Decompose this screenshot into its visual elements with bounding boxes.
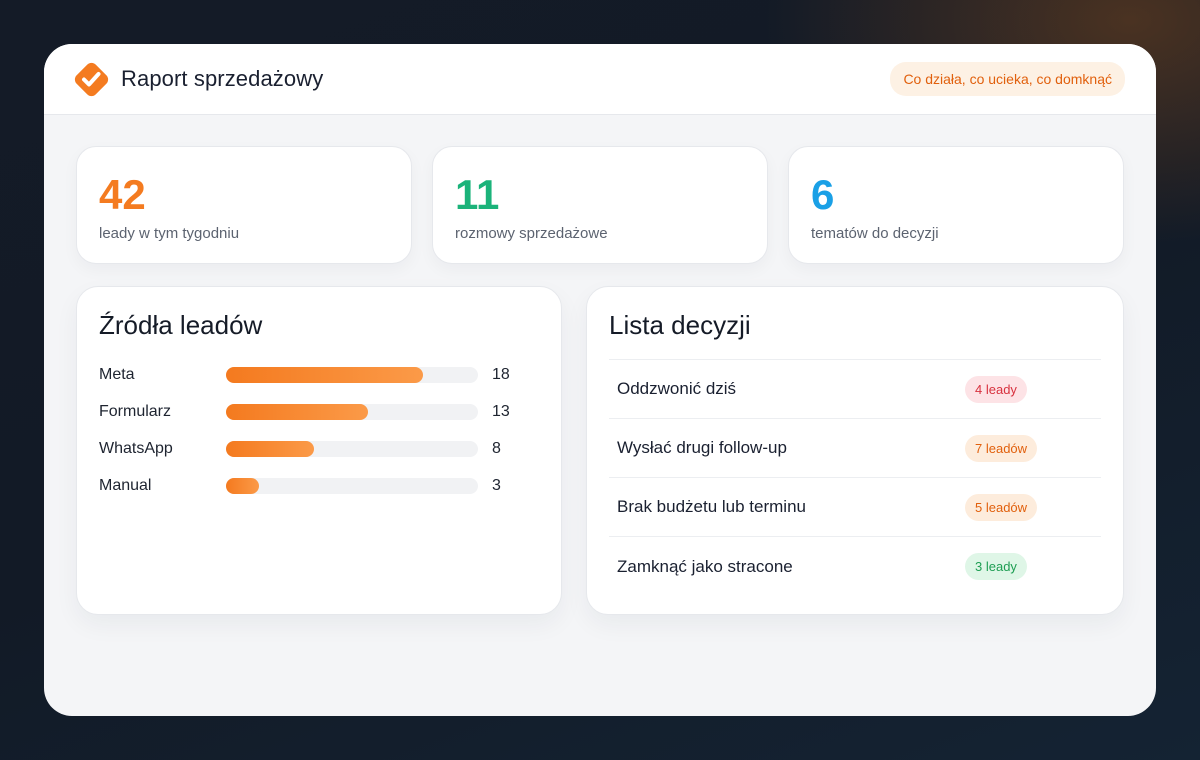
source-label: WhatsApp xyxy=(99,439,173,457)
report-window: Raport sprzedażowy Co działa, co ucieka,… xyxy=(44,44,1156,716)
decision-list: Oddzwonić dziś 4 leady Wysłać drugi foll… xyxy=(609,359,1101,596)
source-value: 3 xyxy=(492,476,501,494)
decision-row[interactable]: Brak budżetu lub terminu 5 leadów xyxy=(609,478,1101,537)
decision-list-card: Lista decyzji Oddzwonić dziś 4 leady Wys… xyxy=(586,286,1124,615)
source-value: 18 xyxy=(492,365,510,383)
source-bar-track xyxy=(226,477,478,494)
stats-row: 42 leady w tym tygodniu 11 rozmowy sprze… xyxy=(76,146,1124,264)
source-row: Formularz 13 xyxy=(99,393,539,430)
lead-sources-list: Meta 18 Formularz 13 WhatsApp 8 Manual 3 xyxy=(99,356,539,504)
stat-value: 11 xyxy=(455,171,500,218)
page-title: Raport sprzedażowy xyxy=(121,66,324,91)
source-bar-track xyxy=(226,366,478,383)
source-label: Meta xyxy=(99,365,135,383)
decision-list-title: Lista decyzji xyxy=(609,310,751,340)
source-bar-track xyxy=(226,440,478,457)
source-bar-fill xyxy=(226,440,314,457)
lead-count-badge: 3 leady xyxy=(965,553,1027,580)
decision-label: Oddzwonić dziś xyxy=(617,379,737,398)
source-label: Manual xyxy=(99,476,152,494)
lead-sources-title: Źródła leadów xyxy=(99,310,263,340)
source-bar-fill xyxy=(226,366,424,383)
source-bar-fill xyxy=(226,477,259,494)
source-row: Meta 18 xyxy=(99,356,539,393)
check-diamond-icon xyxy=(72,60,111,99)
decision-row[interactable]: Oddzwonić dziś 4 leady xyxy=(609,360,1101,419)
stat-label: leady w tym tygodniu xyxy=(99,225,240,242)
source-row: Manual 3 xyxy=(99,467,539,504)
stat-value: 6 xyxy=(811,171,835,218)
stat-card-leads: 42 leady w tym tygodniu xyxy=(76,146,412,264)
source-value: 13 xyxy=(492,402,510,420)
source-bar-track xyxy=(226,403,478,420)
lead-count-badge: 5 leadów xyxy=(965,493,1038,521)
decision-label: Brak budżetu lub terminu xyxy=(617,497,806,516)
lead-count-badge: 4 leady xyxy=(965,375,1027,403)
decision-label: Wysłać drugi follow-up xyxy=(617,438,787,457)
source-bar-fill xyxy=(226,403,369,420)
stat-label: rozmowy sprzedażowe xyxy=(455,225,608,242)
tagline-badge: Co działa, co ucieka, co domknąć xyxy=(890,62,1125,96)
source-row: WhatsApp 8 xyxy=(99,430,539,467)
decision-row[interactable]: Zamknąć jako stracone 3 leady xyxy=(609,537,1101,596)
lead-sources-card: Źródła leadów Meta 18 Formularz 13 Whats… xyxy=(76,286,562,615)
stat-card-calls: 11 rozmowy sprzedażowe xyxy=(432,146,768,264)
source-value: 8 xyxy=(492,439,501,457)
stat-card-decisions: 6 tematów do decyzji xyxy=(788,146,1124,264)
lead-count-badge: 7 leadów xyxy=(965,434,1038,462)
decision-row[interactable]: Wysłać drugi follow-up 7 leadów xyxy=(609,419,1101,478)
stat-label: tematów do decyzji xyxy=(811,225,939,242)
source-label: Formularz xyxy=(99,402,172,420)
decision-label: Zamknąć jako stracone xyxy=(617,556,793,576)
header: Raport sprzedażowy Co działa, co ucieka,… xyxy=(44,44,1156,115)
stat-value: 42 xyxy=(99,171,146,218)
